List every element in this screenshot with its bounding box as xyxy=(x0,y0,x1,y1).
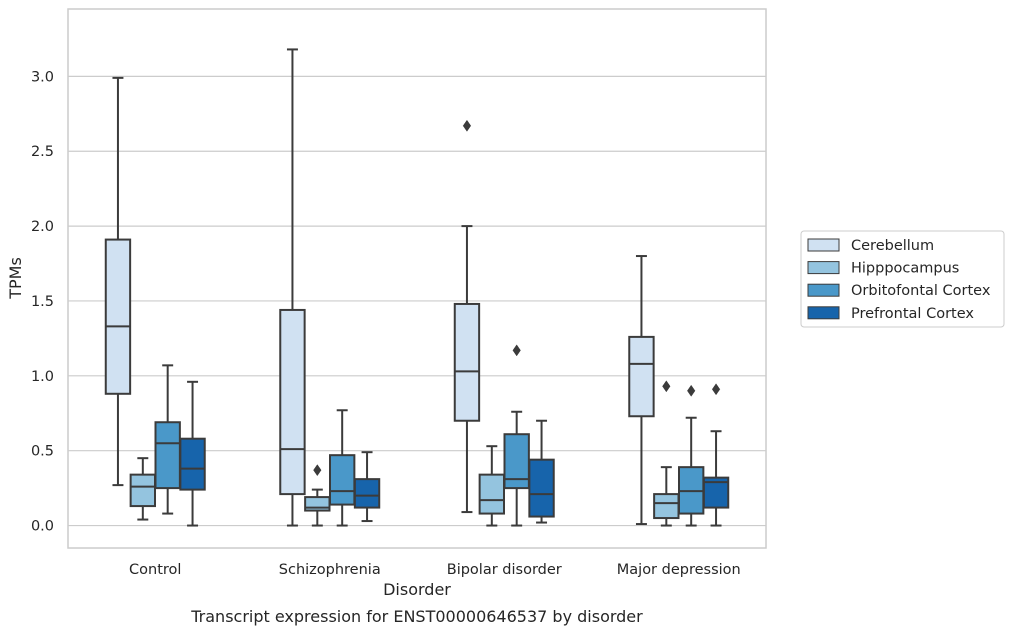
y-tick-label: 3.0 xyxy=(31,69,54,85)
box-iqr xyxy=(628,335,655,418)
box-2-3 xyxy=(678,384,705,527)
legend-label: Orbitofontal Cortex xyxy=(851,283,991,299)
box-0-2 xyxy=(453,119,481,514)
box-iqr xyxy=(353,478,381,509)
x-tick-label: Control xyxy=(129,562,181,578)
outlier-point xyxy=(313,464,322,477)
outlier-point xyxy=(462,119,472,132)
outlier-point xyxy=(687,384,696,397)
y-tick-label: 2.0 xyxy=(31,219,54,235)
y-tick-label: 0.5 xyxy=(31,444,54,460)
y-tick-labels: 0.0 0.5 1.0 1.5 2.0 2.5 3.0 xyxy=(31,69,54,534)
box-2-2 xyxy=(503,344,530,527)
box-1-2 xyxy=(478,445,506,527)
x-tick-label: Major depression xyxy=(617,562,741,578)
x-tick-label: Bipolar disorder xyxy=(447,562,562,578)
legend-label: Hipppocampus xyxy=(851,261,959,277)
legend: Cerebellum Hipppocampus Orbitofontal Corte… xyxy=(800,230,1005,328)
box-0-0 xyxy=(104,76,132,487)
figure-caption: Transcript expression for ENST0000064653… xyxy=(190,607,643,626)
box-3-3 xyxy=(702,383,730,527)
y-tick-label: 1.5 xyxy=(31,294,54,310)
box-iqr xyxy=(129,473,156,508)
legend-label: Prefrontal Cortex xyxy=(851,306,974,322)
box-3-2 xyxy=(528,419,555,524)
plot-frame xyxy=(67,8,767,549)
box-iqr xyxy=(154,421,181,490)
box-iqr xyxy=(279,308,306,496)
y-tick-label: 2.5 xyxy=(31,144,54,160)
x-tick-label: Schizophrenia xyxy=(279,562,381,578)
box-iqr xyxy=(653,493,680,520)
x-tick-labels: Control Schizophrenia Bipolar disorder Majo… xyxy=(129,562,741,578)
y-tick-label: 0.0 xyxy=(31,519,54,535)
legend-swatch xyxy=(807,306,840,320)
box-series xyxy=(104,48,730,527)
box-iqr xyxy=(528,458,555,518)
box-iqr xyxy=(478,473,506,515)
box-iqr xyxy=(104,238,132,395)
box-iqr xyxy=(329,454,356,506)
legend-swatch xyxy=(807,261,840,275)
y-axis-title: TPMs xyxy=(6,257,25,300)
box-3-1 xyxy=(353,451,381,523)
legend-label: Cerebellum xyxy=(851,238,934,254)
box-0-3 xyxy=(628,255,655,526)
box-0-1 xyxy=(279,48,306,527)
outlier-point xyxy=(662,380,671,393)
y-tick-label: 1.0 xyxy=(31,369,54,385)
outlier-point xyxy=(512,344,521,357)
x-axis-title: Disorder xyxy=(383,580,451,599)
legend-swatch xyxy=(807,238,840,252)
legend-swatch xyxy=(807,283,840,297)
box-iqr xyxy=(179,437,206,491)
box-3-0 xyxy=(179,380,206,527)
box-1-0 xyxy=(129,457,156,521)
box-iqr xyxy=(453,302,481,422)
box-2-1 xyxy=(329,409,356,527)
legend-frame xyxy=(800,230,1005,328)
outlier-point xyxy=(711,383,721,396)
